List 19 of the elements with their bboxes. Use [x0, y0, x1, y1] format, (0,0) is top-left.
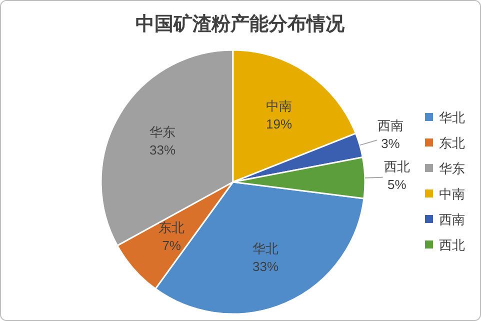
slice-label: 东北	[158, 220, 185, 236]
data-label: 5%	[388, 176, 407, 192]
chart-title: 中国矿渣粉产能分布情况	[136, 13, 346, 35]
slice-label: 中南	[266, 98, 292, 114]
legend-label: 西北	[439, 238, 465, 252]
data-label: 33%	[150, 142, 176, 158]
data-label: 7%	[162, 238, 182, 254]
data-label: 19%	[266, 116, 292, 132]
legend-label: 华东	[439, 161, 465, 176]
data-label: 33%	[252, 259, 279, 274]
legend-label: 中南	[439, 186, 465, 202]
legend-label: 东北	[439, 136, 465, 150]
legend-label: 华北	[439, 110, 465, 125]
slice-label: 西北	[384, 158, 410, 174]
data-label: 3%	[381, 136, 400, 152]
slice-label: 华东	[150, 124, 176, 140]
slice-label: 华北	[252, 241, 279, 256]
legend-label: 西南	[439, 212, 465, 227]
slice-label: 西南	[377, 118, 404, 134]
